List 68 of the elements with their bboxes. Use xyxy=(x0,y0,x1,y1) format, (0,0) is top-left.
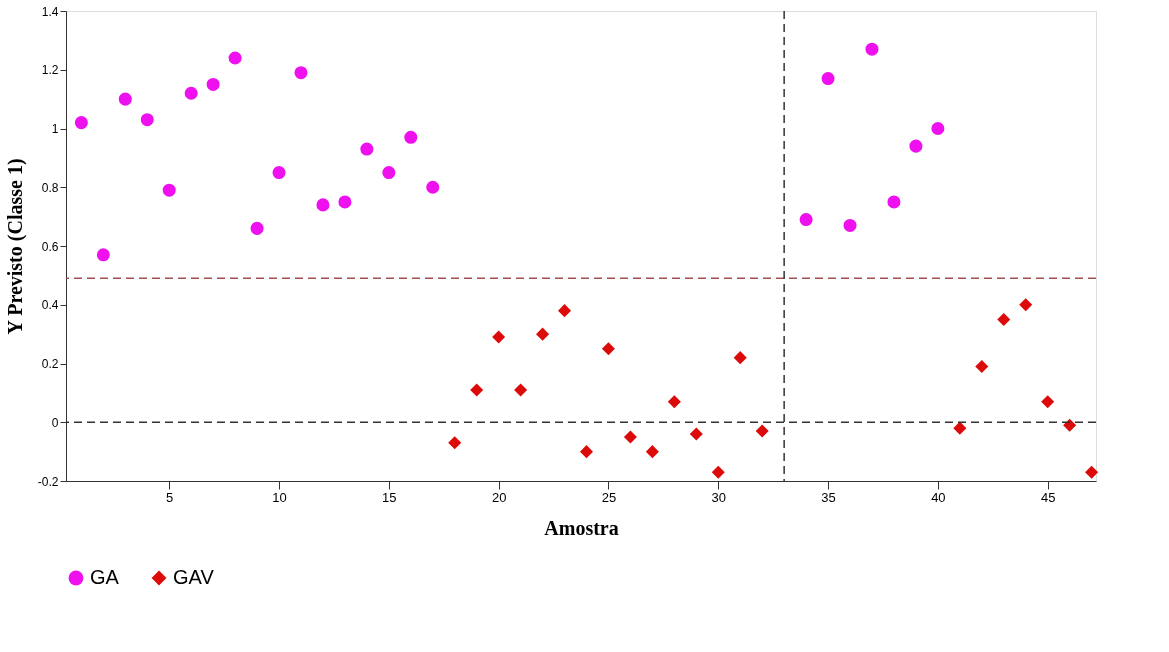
x-tick-label: 30 xyxy=(711,489,726,505)
point xyxy=(448,436,462,450)
point xyxy=(74,116,88,130)
point xyxy=(689,427,703,441)
x-tick-label: 40 xyxy=(931,489,946,505)
y-tick-label: 1 xyxy=(51,122,59,136)
x-axis-title: Amostra xyxy=(544,516,619,539)
y-tick-label: 0.6 xyxy=(41,239,59,254)
point xyxy=(601,342,615,356)
point xyxy=(953,421,967,435)
x-tick-label: 20 xyxy=(491,489,507,505)
point xyxy=(799,213,813,227)
x-tick-label: 45 xyxy=(1040,489,1056,505)
point xyxy=(558,304,572,318)
y-tick-label: 0 xyxy=(51,415,59,430)
point xyxy=(382,166,396,180)
point xyxy=(645,445,659,459)
point xyxy=(206,77,220,91)
point xyxy=(426,180,440,194)
point xyxy=(579,445,594,459)
y-tick-label: 1.4 xyxy=(41,4,59,19)
point xyxy=(294,66,308,80)
point xyxy=(931,121,945,136)
point xyxy=(118,92,132,106)
legend-label: GA xyxy=(90,566,120,588)
point xyxy=(667,395,681,409)
point xyxy=(162,183,176,197)
point xyxy=(623,430,637,444)
x-tick-label: 5 xyxy=(166,489,174,505)
point xyxy=(975,359,989,373)
x-tick-label: 15 xyxy=(382,489,397,505)
y-tick-label: 0.8 xyxy=(41,180,59,195)
point xyxy=(887,195,901,209)
x-tick-label: 25 xyxy=(601,489,617,505)
point xyxy=(1019,298,1033,312)
y-tick-label: 0.2 xyxy=(41,357,59,371)
point xyxy=(96,248,110,262)
point xyxy=(821,72,835,86)
point xyxy=(338,195,352,209)
point xyxy=(514,383,528,397)
point xyxy=(1041,395,1055,409)
y-axis-title: Y Previsto (Classe 1) xyxy=(3,158,27,335)
point xyxy=(492,330,506,344)
point xyxy=(470,383,484,397)
point xyxy=(228,51,242,65)
point xyxy=(536,327,550,341)
point xyxy=(360,142,374,156)
x-tick-label: 10 xyxy=(272,489,287,505)
point xyxy=(733,351,747,365)
point xyxy=(865,42,879,56)
point xyxy=(250,221,264,235)
point xyxy=(909,139,923,153)
point xyxy=(1063,418,1077,432)
y-tick-label: -0.2 xyxy=(37,474,59,489)
point xyxy=(404,130,418,144)
point xyxy=(184,86,198,100)
point xyxy=(755,424,769,438)
point xyxy=(316,198,330,212)
y-tick-label: 1.2 xyxy=(41,63,59,78)
y-tick-label: 0.4 xyxy=(41,298,59,313)
point xyxy=(272,166,286,180)
point xyxy=(1085,465,1099,479)
legend-label: GAV xyxy=(173,566,215,588)
point xyxy=(997,312,1011,326)
point xyxy=(140,113,154,127)
point xyxy=(711,465,725,479)
point xyxy=(843,218,857,232)
x-tick-label: 35 xyxy=(821,489,836,505)
